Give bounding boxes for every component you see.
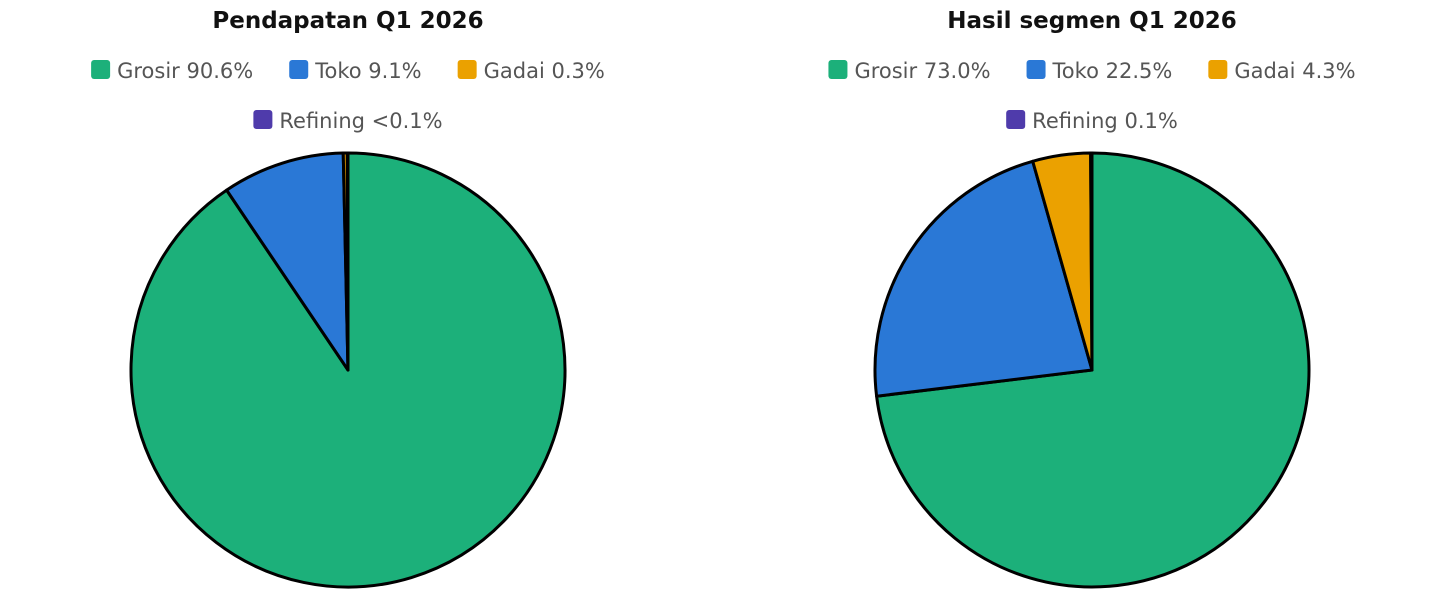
- pie-slice: [873, 159, 1094, 398]
- legend-item: Gadai 4.3%: [1208, 59, 1356, 83]
- pie-slice: [345, 151, 350, 372]
- legend-value: 9.1%: [368, 59, 421, 83]
- pie-chart: Hasil segmen Q1 2026 Grosir 73.0% Toko 22.…: [828, 8, 1356, 589]
- legend-label: Gadai 4.3%: [1234, 59, 1355, 83]
- pie-slice: [225, 151, 350, 372]
- legend-value: 4.3%: [1302, 59, 1355, 83]
- legend-name: Gadai: [484, 59, 545, 83]
- legend-name: Grosir: [854, 59, 917, 83]
- legend-value: 90.6%: [187, 59, 254, 83]
- legend-value: <0.1%: [372, 109, 443, 133]
- legend-item: Gadai 0.3%: [457, 59, 605, 83]
- legend-label: Gadai 0.3%: [484, 59, 605, 83]
- legend-value: 0.3%: [552, 59, 605, 83]
- legend-swatch: [1026, 60, 1046, 79]
- legend-item: Grosir 90.6%: [91, 59, 253, 83]
- legend-swatch: [1208, 60, 1228, 79]
- legend-label: Toko 22.5%: [1052, 59, 1173, 83]
- legend-label: Refining <0.1%: [279, 109, 442, 133]
- legend-swatch: [253, 110, 273, 129]
- legend-label: Grosir 90.6%: [117, 59, 253, 83]
- legend-name: Gadai: [1234, 59, 1295, 83]
- legend-swatch: [1006, 110, 1026, 129]
- legend-swatch: [91, 60, 111, 79]
- legend-name: Grosir: [117, 59, 180, 83]
- legend-item: Grosir 73.0%: [828, 59, 991, 83]
- legend-item: Toko 22.5%: [1026, 59, 1173, 83]
- legend-swatch: [828, 60, 848, 79]
- legend-label: Grosir 73.0%: [854, 59, 990, 83]
- legend-swatch: [457, 60, 477, 79]
- legend-name: Toko: [314, 59, 361, 83]
- legend-swatch: [289, 60, 309, 79]
- legend-item: Refining <0.1%: [253, 109, 443, 133]
- legend-value: 0.1%: [1124, 109, 1177, 133]
- chart-title: Pendapatan Q1 2026: [212, 8, 483, 34]
- pie-slice: [1089, 151, 1094, 372]
- chart-title: Hasil segmen Q1 2026: [947, 8, 1237, 34]
- legend-value: 22.5%: [1106, 59, 1173, 83]
- legend-label: Refining 0.1%: [1032, 109, 1178, 133]
- legend-label: Toko 9.1%: [314, 59, 421, 83]
- legend-value: 73.0%: [924, 59, 991, 83]
- pie-chart: Pendapatan Q1 2026 Grosir 90.6% Toko 9.1% G…: [91, 8, 605, 589]
- legend-name: Refining: [1032, 109, 1118, 133]
- legend-item: Refining 0.1%: [1006, 109, 1178, 133]
- legend-name: Toko: [1052, 59, 1099, 83]
- legend-item: Toko 9.1%: [289, 59, 422, 83]
- legend-name: Refining: [279, 109, 365, 133]
